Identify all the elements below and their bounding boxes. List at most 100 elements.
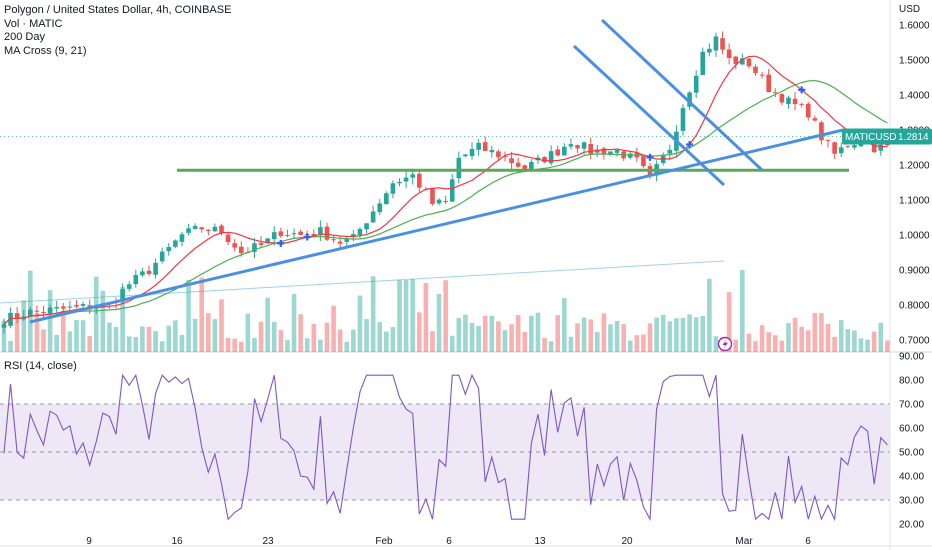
volume-bar [291,293,297,352]
volume-bar [779,340,785,352]
rsi-tick-label: 80.00 [899,376,924,387]
volume-bar [660,314,666,352]
candle-body [436,199,442,204]
candle-body [47,307,53,314]
volume-bar [199,277,205,352]
volume-bar [832,336,837,352]
ma-fast-line [3,55,888,325]
volume-bar [594,332,600,352]
volume-bar [687,314,692,352]
volume-bar [614,320,620,352]
candle-body [568,144,574,147]
legend-ma-cross[interactable]: MA Cross (9, 21) [4,44,87,57]
ma-cross-marker [303,233,311,241]
candle-body [74,304,79,307]
rsi-legend[interactable]: RSI (14, close) [4,360,77,372]
candle-body [733,56,739,64]
volume-bar [100,290,106,352]
volume-bar [212,319,218,352]
volume-bar [146,326,152,352]
candle-body [179,234,185,242]
volume-bar [542,338,547,352]
volume-bar [416,312,422,352]
candle-body [832,142,837,154]
volume-bar [232,338,238,352]
ma-slow-line [3,79,888,325]
volume-bar [476,325,481,352]
candle-body [753,66,758,73]
candle-body [825,139,831,141]
candle-body [252,243,257,252]
volume-bar [581,317,587,352]
volume-bar [390,327,396,352]
volume-bar [740,269,745,352]
volume-bar [423,283,429,352]
candle-body [159,251,165,262]
candle-body [357,229,363,236]
candle-body [410,174,416,178]
volume-bar [693,317,699,352]
candle-body [772,92,778,94]
volume-bar [641,334,646,352]
volume-bar [680,317,686,352]
volume-bar [14,314,20,352]
volume-bar [885,340,890,352]
chart-legend: Polygon / United States Dollar, 4h, COIN… [4,4,231,58]
candle-body [60,306,66,309]
candle-body [489,149,495,153]
candle-body [186,228,191,233]
volume-bar [647,323,653,352]
volume-bar [588,319,594,352]
volume-bar [667,321,673,352]
volume-bar [126,336,132,352]
legend-ma200[interactable]: 200 Day [4,31,45,43]
candle-body [225,234,231,243]
legend-volume[interactable]: Vol · MATIC [4,17,63,30]
volume-bar [463,314,468,352]
volume-bar [865,339,870,352]
candle-body [482,142,488,151]
volume-bar [812,313,818,352]
candle-body [8,312,13,326]
rsi-tick-label: 40.00 [899,472,924,483]
volume-bar [410,279,416,352]
candle-body [502,156,508,158]
volume-bar [166,325,172,352]
legend-symbol[interactable]: Polygon / United States Dollar, 4h, COIN… [4,4,232,16]
volume-bar [337,329,343,352]
candle-body [370,211,376,223]
candle-body [344,238,350,242]
volume-bar [206,313,211,352]
volume-bar [772,335,778,352]
volume-bar [41,329,46,352]
candle-body [278,231,284,237]
price-tick-label: 1.5000 [899,56,930,67]
volume-bar [753,341,758,352]
volume-bar [179,334,185,352]
drawings-layer [29,18,849,352]
candle-body [337,241,343,244]
channel-lower-line [572,44,726,187]
rsi-tick-label: 20.00 [899,520,924,531]
volume-bar [93,276,99,352]
volume-bar [759,325,765,352]
candle-body [271,232,277,240]
candle-body [515,162,521,167]
volume-bar [568,336,574,352]
candle-body [153,262,158,275]
candle-body [390,183,396,194]
volume-bar [377,322,383,352]
lightning-icon-bolt [722,339,728,349]
volume-bar [186,280,191,352]
volume-bar [535,312,541,352]
candle-body [740,58,745,65]
volume-bar [397,280,402,352]
volume-bar [311,323,317,352]
volume-bar [515,315,521,352]
last-price-ticker: MATICUSD [845,132,896,143]
candle-body [456,157,462,179]
candle-body [232,243,238,248]
price-tick-label: 1.2000 [899,161,930,172]
